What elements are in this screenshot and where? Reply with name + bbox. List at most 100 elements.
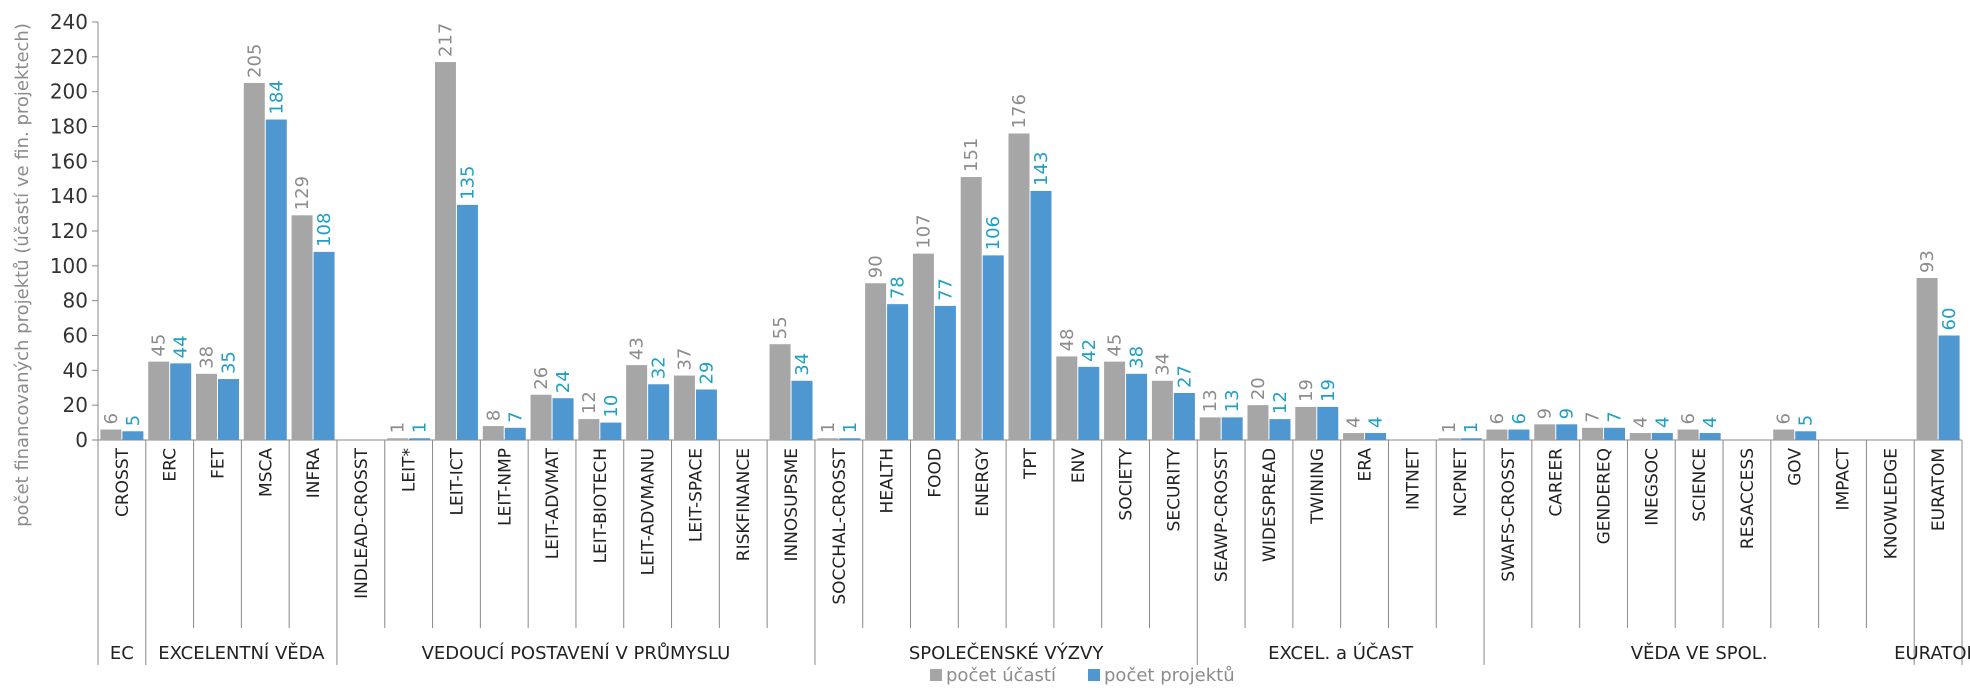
bar-s0-23 [1199, 417, 1221, 440]
data-label-s0-12: 37 [674, 348, 695, 371]
bar-s1-38 [1938, 335, 1960, 440]
bar-s1-1 [170, 363, 192, 440]
y-tick-label-6: 120 [50, 219, 88, 243]
bar-s0-9 [530, 394, 552, 440]
data-label-s1-3: 184 [266, 80, 287, 114]
category-label-11: LEIT-ADVMANU [639, 448, 659, 575]
data-label-s1-29: 6 [1509, 413, 1530, 424]
category-label-23: SEAWP-CROSST [1212, 447, 1232, 582]
category-label-17: FOOD [925, 448, 945, 498]
bar-s1-9 [552, 398, 574, 440]
y-tick-label-2: 40 [63, 358, 88, 382]
bar-s1-16 [887, 304, 909, 440]
category-label-6: LEIT* [400, 448, 420, 492]
bar-s0-26 [1343, 433, 1365, 440]
data-label-s0-33: 6 [1678, 413, 1699, 424]
data-label-s0-15: 1 [818, 422, 839, 433]
data-label-s1-16: 78 [888, 276, 909, 299]
bar-s1-12 [695, 389, 717, 440]
data-label-s0-29: 6 [1487, 413, 1508, 424]
data-label-s1-26: 4 [1366, 417, 1387, 428]
bar-s0-29 [1486, 429, 1508, 440]
category-label-20: ENV [1069, 448, 1089, 483]
group-label-1: EXCELENTNÍ VĚDA [158, 642, 325, 664]
data-label-s0-11: 43 [627, 337, 648, 360]
category-label-21: SOCIETY [1117, 447, 1137, 520]
bar-s0-14 [769, 344, 791, 440]
data-label-s0-16: 90 [866, 255, 887, 278]
data-label-s1-30: 9 [1557, 408, 1578, 419]
category-label-24: WIDESPREAD [1260, 448, 1280, 562]
y-axis-label: počet financovaných projektů (účastí ve … [12, 23, 33, 527]
y-tick-label-12: 240 [50, 10, 88, 34]
category-label-33: SCIENCE [1690, 448, 1710, 522]
category-label-37: KNOWLEDGE [1881, 448, 1901, 559]
bar-s1-20 [1078, 366, 1100, 440]
y-tick-label-8: 160 [50, 149, 88, 173]
category-label-3: MSCA [256, 448, 276, 497]
data-label-s1-1: 44 [171, 335, 192, 358]
bar-s1-21 [1126, 373, 1148, 440]
data-label-s1-21: 38 [1127, 346, 1148, 369]
data-label-s1-19: 143 [1031, 152, 1052, 186]
group-label-4: EXCEL. a ÚČAST [1268, 642, 1414, 664]
category-label-31: GENDEREQ [1595, 448, 1615, 544]
y-tick-label-7: 140 [50, 184, 88, 208]
category-label-25: TWINING [1308, 448, 1328, 525]
bar-s0-11 [626, 365, 648, 440]
legend-swatch-projektu [1088, 669, 1100, 681]
data-label-s1-10: 10 [601, 395, 622, 418]
data-label-s0-38: 93 [1917, 250, 1938, 273]
bar-s0-38 [1916, 278, 1938, 440]
y-tick-label-0: 0 [75, 428, 88, 452]
bar-s1-29 [1508, 429, 1530, 440]
data-label-s0-24: 20 [1248, 377, 1269, 400]
group-label-2: VEDOUCÍ POSTAVENÍ V PRŮMYSLU [422, 642, 731, 664]
bar-s0-28 [1438, 438, 1460, 440]
bar-s0-7 [434, 62, 456, 440]
category-label-5: INDLEAD-CROSST [352, 447, 372, 599]
data-label-s0-3: 205 [244, 44, 265, 78]
category-label-9: LEIT-ADVMAT [543, 447, 563, 559]
category-label-34: RESACCESS [1738, 448, 1758, 549]
category-label-38: EURATOM [1929, 448, 1949, 531]
bar-s0-16 [865, 283, 887, 440]
data-label-s0-20: 48 [1057, 328, 1078, 351]
y-tick-label-3: 60 [63, 324, 88, 348]
data-label-s0-32: 4 [1630, 417, 1651, 428]
group-label-0: EC [110, 643, 134, 664]
bar-s1-35 [1795, 431, 1817, 440]
group-label-3: SPOLEČENSKÉ VÝZVY [909, 642, 1105, 664]
bar-s0-20 [1056, 356, 1078, 440]
category-label-1: ERC [161, 448, 181, 482]
bar-s0-19 [1008, 133, 1030, 440]
data-label-s0-22: 34 [1152, 353, 1173, 376]
data-label-s0-28: 1 [1439, 422, 1460, 433]
bar-s1-33 [1699, 433, 1721, 440]
data-label-s1-11: 32 [649, 356, 670, 379]
category-label-35: GOV [1786, 448, 1806, 486]
bar-s0-33 [1677, 429, 1699, 440]
data-label-s0-17: 107 [913, 214, 934, 248]
y-tick-label-11: 220 [50, 45, 88, 69]
bar-s0-6 [387, 438, 409, 440]
data-label-s0-35: 6 [1774, 413, 1795, 424]
category-label-30: CAREER [1547, 448, 1567, 517]
bar-s1-19 [1030, 190, 1052, 440]
bar-s1-7 [456, 204, 478, 440]
data-label-s1-17: 77 [935, 278, 956, 301]
data-label-s0-25: 19 [1296, 379, 1317, 402]
y-tick-label-5: 100 [50, 254, 88, 278]
data-label-s1-32: 4 [1652, 417, 1673, 428]
category-label-19: TPT [1021, 447, 1041, 480]
category-label-18: ENERGY [973, 447, 993, 516]
data-label-s1-0: 5 [123, 415, 144, 426]
group-label-6: EURATOM [1894, 643, 1970, 664]
data-label-s0-10: 12 [579, 391, 600, 414]
bar-s0-30 [1534, 424, 1556, 440]
data-label-s1-22: 27 [1174, 365, 1195, 388]
bar-s1-26 [1365, 433, 1387, 440]
bar-s0-8 [482, 426, 504, 440]
legend-swatch-ucasti [930, 669, 942, 681]
